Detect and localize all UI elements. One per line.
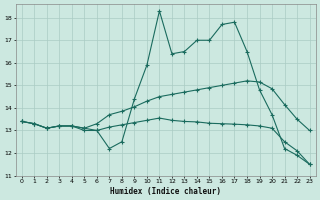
X-axis label: Humidex (Indice chaleur): Humidex (Indice chaleur) [110, 187, 221, 196]
